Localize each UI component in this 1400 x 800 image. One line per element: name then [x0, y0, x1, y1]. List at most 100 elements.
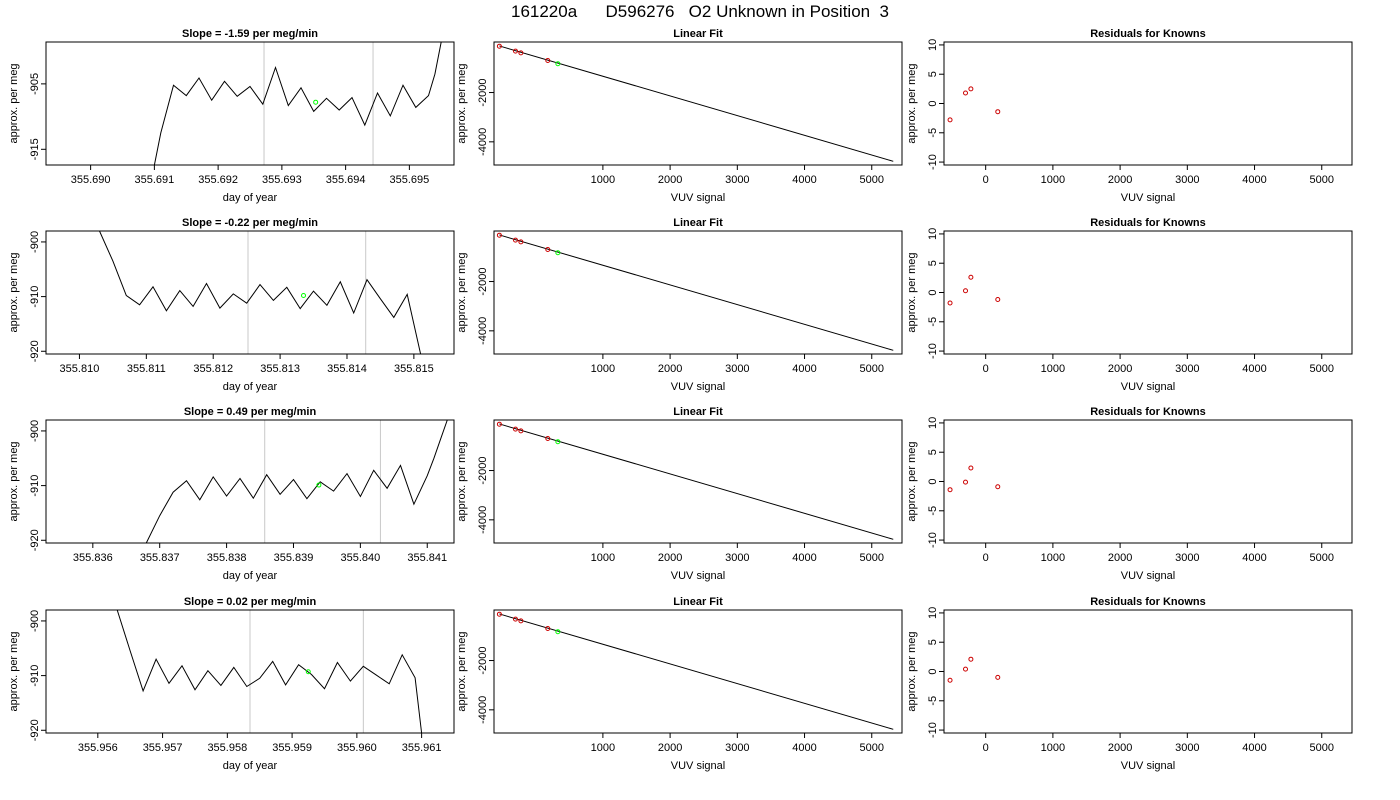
plot-area — [496, 232, 894, 351]
x-tick-label: 3000 — [725, 552, 749, 564]
x-axis-label: day of year — [223, 192, 278, 204]
x-axis-label: VUV signal — [1121, 381, 1175, 393]
signal-line — [145, 420, 448, 543]
chart-panel-3: Residuals for Knowns 0 1000 2000 3000 4000 500… — [906, 28, 1353, 204]
fit-line — [499, 613, 894, 730]
residual-point — [995, 484, 1001, 490]
x-tick-label: 355.957 — [143, 742, 183, 754]
y-tick-label: 10 — [927, 417, 939, 429]
x-tick-label: 0 — [983, 363, 989, 375]
y-tick-label: 5 — [927, 639, 939, 645]
x-tick-label: 1000 — [591, 174, 615, 186]
y-axis-label: approx. per meg — [906, 631, 918, 711]
residual-point — [963, 288, 969, 294]
x-tick-label: 355.810 — [60, 363, 100, 375]
x-tick-label: 355.840 — [340, 552, 380, 564]
x-tick-label: 3000 — [725, 363, 749, 375]
chart-title: Linear Fit — [673, 28, 723, 40]
unknown-point — [555, 629, 561, 635]
known-point — [545, 246, 551, 252]
residual-point — [968, 465, 974, 471]
y-axis-label: approx. per meg — [456, 63, 468, 143]
x-tick-label: 1000 — [1041, 552, 1065, 564]
x-tick-label: 1000 — [591, 742, 615, 754]
y-tick-label: 0 — [927, 668, 939, 674]
residual-point — [947, 677, 953, 683]
x-tick-label: 4000 — [792, 742, 816, 754]
x-axis-label: VUV signal — [1121, 570, 1175, 582]
y-tick-label: -920 — [29, 340, 41, 362]
y-tick-label: 10 — [927, 39, 939, 51]
chart-title: Linear Fit — [673, 406, 723, 418]
x-tick-label: 2000 — [658, 742, 682, 754]
y-tick-label: -900 — [29, 231, 41, 253]
x-tick-label: 4000 — [792, 174, 816, 186]
plot-frame — [943, 41, 1353, 166]
y-tick-label: -910 — [29, 286, 41, 308]
y-tick-label: -10 — [927, 722, 939, 738]
fit-line — [499, 45, 894, 162]
x-tick-label: 0 — [983, 552, 989, 564]
x-axis-label: VUV signal — [671, 570, 725, 582]
plot-frame — [493, 41, 903, 166]
x-tick-label: 1000 — [591, 552, 615, 564]
x-tick-label: 355.959 — [272, 742, 312, 754]
known-point — [496, 421, 502, 427]
unknown-point — [555, 250, 561, 256]
y-tick-label: -920 — [29, 719, 41, 741]
plot-area — [947, 274, 1001, 306]
known-point — [518, 618, 524, 624]
plot-area — [116, 610, 423, 733]
x-tick-label: 4000 — [1242, 742, 1266, 754]
x-tick-label: 3000 — [725, 742, 749, 754]
plot-frame — [45, 41, 455, 166]
plot-frame — [45, 419, 455, 544]
chart-panel-9: Residuals for Knowns 0 1000 2000 3000 4000 500… — [906, 406, 1353, 582]
x-tick-label: 355.839 — [274, 552, 314, 564]
x-axis-label: day of year — [223, 381, 278, 393]
residual-point — [963, 90, 969, 96]
y-tick-label: -10 — [927, 532, 939, 548]
residual-point — [947, 487, 953, 493]
x-tick-label: 4000 — [792, 552, 816, 564]
y-axis-label: approx. per meg — [906, 441, 918, 521]
chart-panel-1: Slope = -1.59 per meg/min 355.690 355.691 3… — [8, 28, 455, 204]
x-axis-label: VUV signal — [671, 192, 725, 204]
plot-area — [153, 42, 442, 165]
plot-frame — [493, 230, 903, 355]
plot-frame — [943, 419, 1353, 544]
y-tick-label: -910 — [29, 475, 41, 497]
y-tick-label: 5 — [927, 71, 939, 77]
x-axis-label: VUV signal — [1121, 192, 1175, 204]
plot-area — [947, 86, 1001, 123]
y-axis-label: approx. per meg — [8, 631, 20, 711]
y-tick-label: -4000 — [477, 696, 489, 724]
x-tick-label: 355.691 — [134, 174, 174, 186]
y-tick-label: -5 — [927, 506, 939, 516]
y-tick-label: -10 — [927, 343, 939, 359]
plot-area — [496, 43, 894, 162]
x-tick-label: 355.956 — [78, 742, 118, 754]
plot-frame — [943, 609, 1353, 734]
y-tick-label: 5 — [927, 260, 939, 266]
y-tick-label: -10 — [927, 154, 939, 170]
y-tick-label: -910 — [29, 665, 41, 687]
known-point — [513, 616, 519, 622]
unknown-point — [555, 61, 561, 67]
plot-frame — [493, 419, 903, 544]
x-tick-label: 4000 — [792, 363, 816, 375]
residual-point — [968, 274, 974, 280]
chart-panel-11: Linear Fit 1000 2000 3000 4000 5000 -2000 -4000… — [456, 596, 903, 772]
y-tick-label: -4000 — [477, 128, 489, 156]
plot-area — [145, 420, 448, 543]
x-tick-label: 5000 — [1310, 552, 1334, 564]
y-tick-label: 0 — [927, 100, 939, 106]
residual-point — [968, 86, 974, 92]
known-point — [518, 428, 524, 434]
y-tick-label: -2000 — [477, 646, 489, 674]
x-tick-label: 3000 — [1175, 552, 1199, 564]
y-tick-label: -920 — [29, 529, 41, 551]
plot-area — [947, 465, 1001, 493]
y-tick-label: -2000 — [477, 267, 489, 295]
x-tick-label: 4000 — [1242, 552, 1266, 564]
